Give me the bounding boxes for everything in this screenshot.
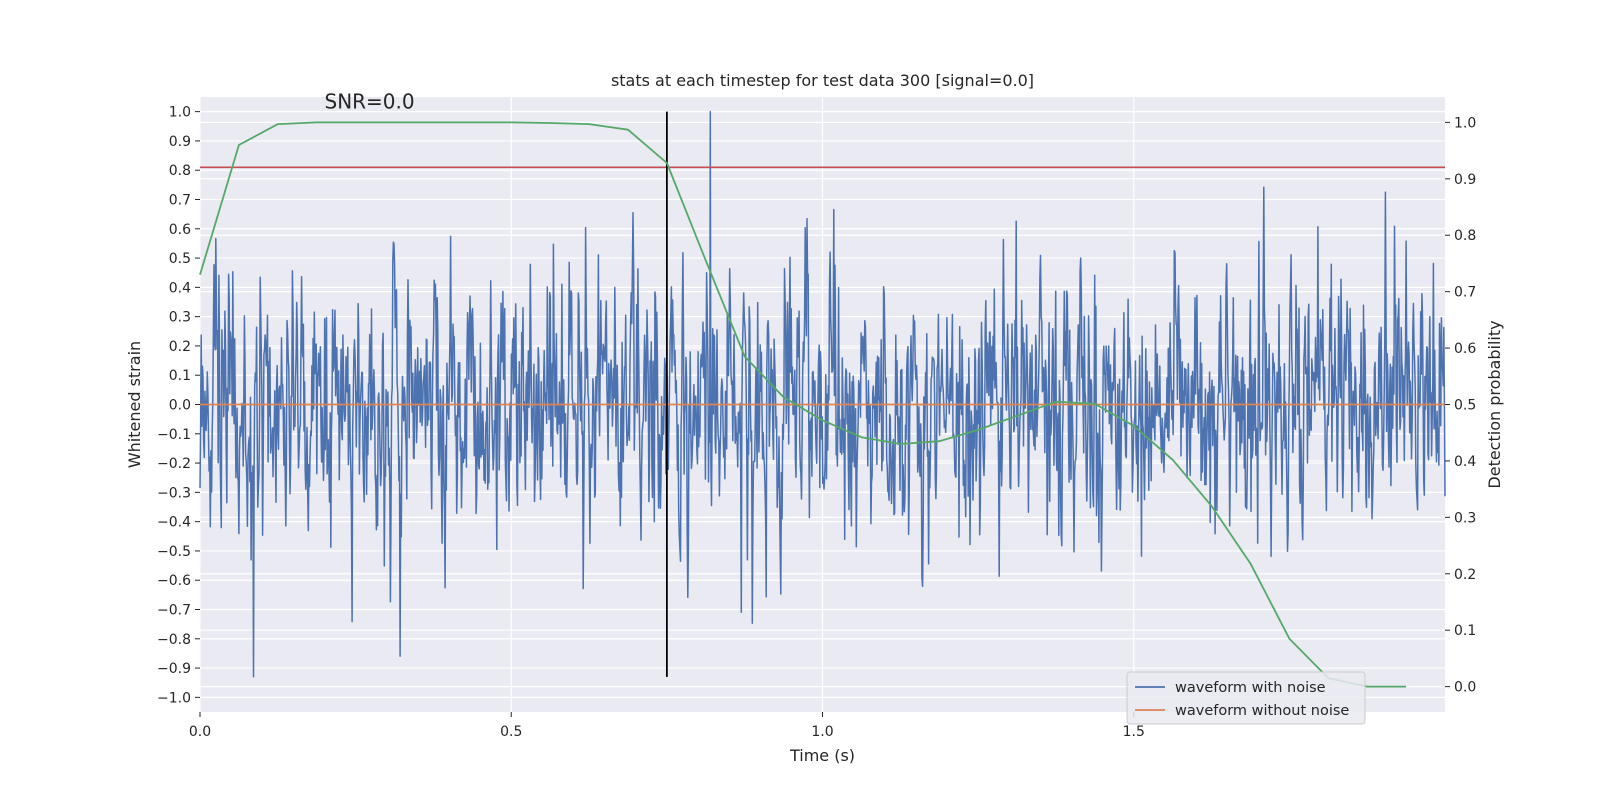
- y-tick-label-left: 0.3: [169, 310, 191, 326]
- y-tick-label-left: 0.8: [169, 163, 191, 179]
- x-axis-label: Time (s): [789, 746, 855, 765]
- y-tick-label-left: −0.6: [157, 573, 191, 589]
- x-tick-label: 1.0: [811, 724, 833, 740]
- legend-label: waveform with noise: [1175, 680, 1326, 696]
- axes-layer: 0.0 0.5 1.0 1.5 1.0 0.9 0.8 0.7 0.6 0.5 0.4 0.3 0.2 0…: [157, 105, 1476, 740]
- y-tick-label-left: −0.9: [157, 661, 191, 677]
- y-tick-label-left: −0.2: [157, 456, 191, 472]
- y-tick-label-left: 0.7: [169, 193, 191, 209]
- y-tick-label-right: 0.1: [1454, 623, 1476, 639]
- y-tick-label-right: 0.3: [1454, 510, 1476, 526]
- chart-title: stats at each timestep for test data 300…: [611, 71, 1034, 90]
- y-axis-label-right: Detection probability: [1485, 320, 1504, 488]
- x-tick-label: 0.5: [500, 724, 522, 740]
- y-tick-label-left: 1.0: [169, 105, 191, 121]
- series-waveform-with-noise: [199, 110, 1446, 678]
- y-tick-label-right: 0.5: [1454, 398, 1476, 414]
- y-tick-label-right: 1.0: [1454, 115, 1476, 131]
- y-tick-label-left: 0.1: [169, 368, 191, 384]
- y-tick-label-right: 0.7: [1454, 285, 1476, 301]
- y-tick-label-right: 0.8: [1454, 228, 1476, 244]
- y-tick-label-left: 0.4: [169, 280, 191, 296]
- x-tick-label: 1.5: [1123, 724, 1145, 740]
- y-tick-label-left: 0.2: [169, 339, 191, 355]
- legend-label: waveform without noise: [1175, 703, 1349, 719]
- y-tick-label-right: 0.4: [1454, 454, 1476, 470]
- y-tick-label-right: 0.9: [1454, 172, 1476, 188]
- snr-annotation: SNR=0.0: [325, 90, 415, 114]
- y-tick-label-left: −0.4: [157, 515, 191, 531]
- y-tick-label-left: −0.1: [157, 427, 191, 443]
- y-tick-label-right: 0.2: [1454, 567, 1476, 583]
- y-tick-label-left: −0.8: [157, 632, 191, 648]
- legend-box: [1126, 671, 1366, 725]
- y-tick-label-left: −0.7: [157, 603, 191, 619]
- y-tick-label-left: −0.3: [157, 485, 191, 501]
- x-tick-label: 0.0: [189, 724, 211, 740]
- y-tick-label-right: 0.6: [1454, 341, 1476, 357]
- y-tick-label-right: 0.0: [1454, 680, 1476, 696]
- legend: waveform with noise waveform without nois…: [1126, 671, 1366, 725]
- series-layer: [199, 110, 1446, 688]
- y-tick-label-left: 0.9: [169, 134, 191, 150]
- series-detection-probability: [199, 121, 1407, 688]
- y-tick-label-left: 0.0: [169, 398, 191, 414]
- y-tick-label-left: 0.5: [169, 251, 191, 267]
- y-tick-label-left: −0.5: [157, 544, 191, 560]
- y-axis-label-left: Whitened strain: [125, 341, 144, 468]
- y-tick-label-left: 0.6: [169, 222, 191, 238]
- y-tick-label-left: −1.0: [157, 690, 191, 706]
